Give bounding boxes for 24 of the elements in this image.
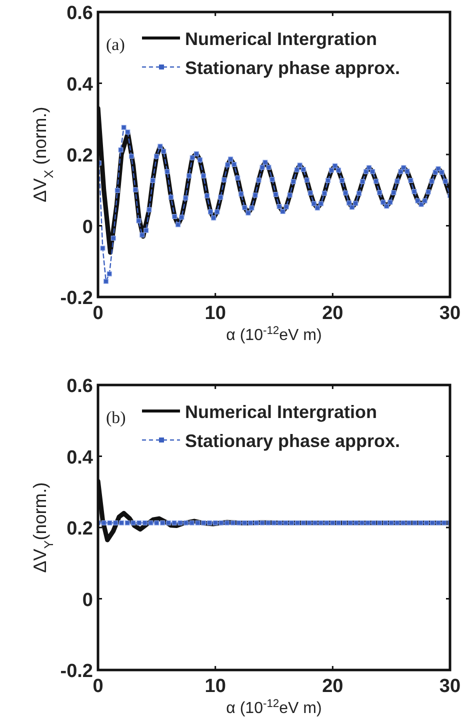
legend-label: Stationary phase approx.	[185, 58, 400, 78]
legend-label: Numerical Intergration	[185, 29, 378, 49]
x-tick-label: 10	[204, 676, 226, 697]
annotation: (b)	[106, 408, 126, 427]
y-tick-label: 0.2	[66, 146, 93, 166]
x-tick-label: 10	[204, 303, 226, 324]
y-tick-label: 0	[82, 590, 93, 611]
y-tick-label: -0.2	[60, 661, 93, 682]
legend-label: Stationary phase approx.	[185, 431, 400, 451]
x-axis-title: α (10$^{-12}$eV m)	[226, 698, 322, 717]
y-tick-label: 0.4	[66, 74, 94, 96]
y-tick-label: 0.6	[66, 3, 93, 24]
y-tick-label: -0.2	[60, 288, 93, 309]
y-tick-label: 0.2	[66, 518, 93, 540]
y-tick-label: 0.6	[66, 376, 93, 397]
y-tick-label: 0	[82, 216, 93, 238]
annotation: (a)	[106, 35, 125, 54]
x-tick-label: 20	[322, 303, 344, 324]
legend-label: Numerical Intergration	[185, 402, 378, 422]
x-tick-label: 30	[439, 676, 461, 697]
x-tick-label: 20	[322, 676, 344, 697]
y-tick-label: 0.4	[66, 447, 94, 468]
x-axis-title: α (10$^{-12}$eV m)	[226, 325, 322, 344]
x-tick-label: 30	[439, 303, 461, 324]
